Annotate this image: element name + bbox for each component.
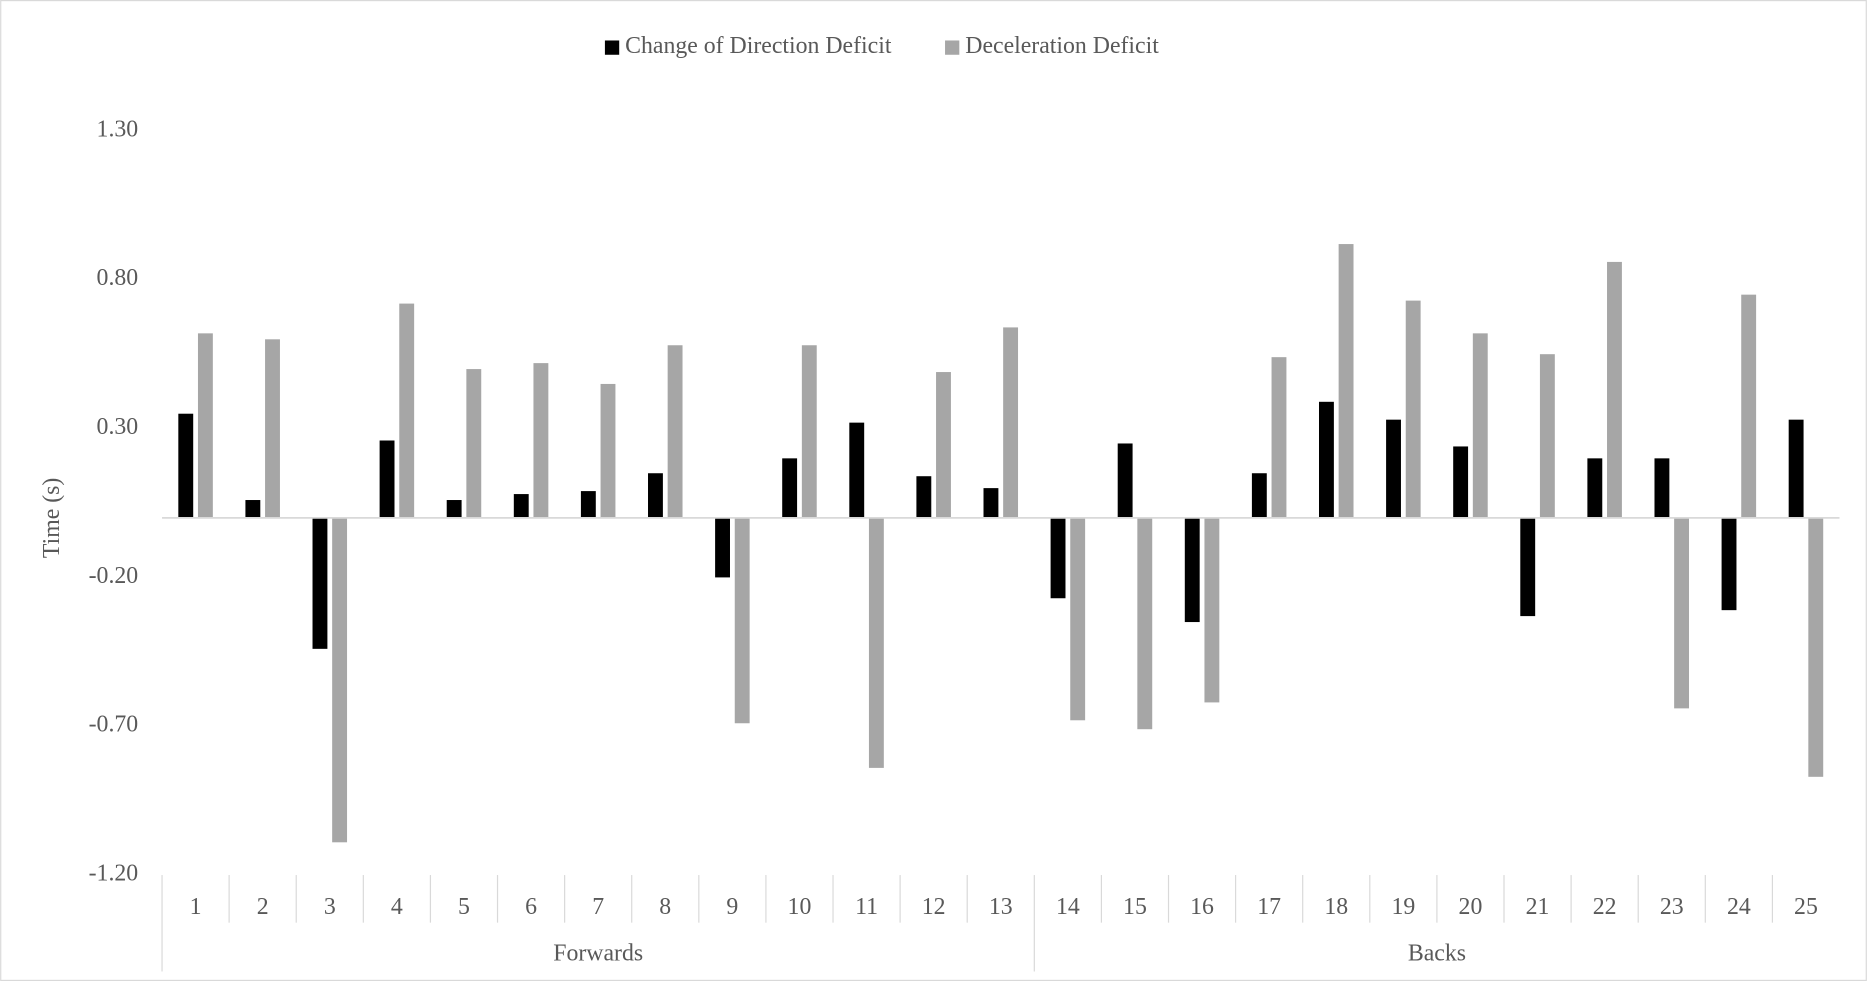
bar <box>1472 333 1488 518</box>
y-tick-label: 0.80 <box>97 265 139 291</box>
bar <box>916 476 932 518</box>
y-tick-label: 0.30 <box>97 414 139 440</box>
y-axis-label: Time (s) <box>39 478 65 558</box>
bar <box>715 517 730 578</box>
bar <box>446 500 462 518</box>
legend-label: Change of Direction Deficit <box>625 33 892 59</box>
x-tick-label: 14 <box>1056 894 1080 920</box>
bar <box>1003 327 1019 518</box>
x-tick-label: 25 <box>1794 894 1818 920</box>
bar <box>1117 443 1133 518</box>
bar <box>1607 261 1622 518</box>
x-tick-label: 24 <box>1727 894 1751 920</box>
x-tick-label: 16 <box>1190 894 1214 920</box>
bar <box>868 517 884 768</box>
x-tick-label: 13 <box>989 894 1013 920</box>
bar <box>533 363 549 518</box>
y-tick-label: -1.20 <box>89 861 139 887</box>
x-tick-label: 12 <box>922 894 946 920</box>
bar <box>1405 300 1421 518</box>
bar <box>379 440 395 518</box>
x-tick-label: 7 <box>592 894 604 920</box>
bar <box>1050 517 1066 599</box>
bar <box>1741 294 1757 518</box>
x-tick-label: 23 <box>1660 894 1684 920</box>
x-tick-label: 15 <box>1123 894 1147 920</box>
group-label: Forwards <box>553 940 643 966</box>
x-tick-label: 1 <box>190 894 202 920</box>
bar <box>1271 357 1287 518</box>
bar <box>1788 419 1804 518</box>
bar <box>1386 419 1401 518</box>
bar <box>1674 517 1690 709</box>
bar <box>782 458 798 518</box>
bar <box>667 345 683 518</box>
bar <box>1539 354 1555 518</box>
bar <box>245 500 261 518</box>
bar <box>513 494 529 518</box>
x-tick-label: 22 <box>1593 894 1617 920</box>
legend-swatch <box>604 40 620 55</box>
bar <box>1251 473 1267 518</box>
x-tick-label: 4 <box>391 894 403 920</box>
x-tick-label: 17 <box>1257 894 1281 920</box>
x-tick-label: 5 <box>458 894 470 920</box>
bar <box>1520 517 1536 617</box>
bar <box>734 517 750 724</box>
x-tick-label: 2 <box>257 894 269 920</box>
x-tick-label: 11 <box>855 894 878 920</box>
y-tick-label: 1.30 <box>97 116 139 142</box>
legend-swatch <box>945 40 960 55</box>
bar <box>1338 244 1354 518</box>
x-tick-label: 6 <box>525 894 537 920</box>
bar <box>332 517 348 843</box>
y-tick-label: -0.70 <box>89 712 139 738</box>
x-tick-label: 21 <box>1526 894 1550 920</box>
bar <box>1808 517 1824 777</box>
group-label: Backs <box>1408 940 1466 966</box>
bar <box>1137 517 1153 730</box>
bar <box>1654 458 1670 518</box>
bar <box>1453 446 1469 518</box>
x-tick-label: 3 <box>324 894 336 920</box>
x-tick-label: 19 <box>1391 894 1415 920</box>
x-tick-label: 20 <box>1459 894 1483 920</box>
bar <box>801 345 817 518</box>
bar <box>1721 517 1737 611</box>
x-tick-label: 18 <box>1324 894 1348 920</box>
bar <box>1587 458 1603 518</box>
bar <box>197 333 213 518</box>
bar <box>580 491 596 518</box>
bar <box>936 372 951 518</box>
x-tick-label: 8 <box>659 894 671 920</box>
bar <box>849 422 865 518</box>
bar <box>1184 517 1200 623</box>
bar <box>466 369 482 518</box>
x-tick-label: 10 <box>788 894 812 920</box>
y-tick-label: -0.20 <box>89 563 139 589</box>
bar <box>399 303 415 518</box>
legend-label: Deceleration Deficit <box>965 33 1159 59</box>
bar <box>178 413 194 518</box>
bar <box>1204 517 1220 703</box>
bar <box>600 383 616 518</box>
bar <box>648 473 663 518</box>
bar <box>983 488 999 518</box>
x-tick-label: 9 <box>726 894 738 920</box>
bar <box>1070 517 1086 721</box>
bar <box>265 339 280 518</box>
bar <box>1318 401 1334 518</box>
bar <box>312 517 328 649</box>
